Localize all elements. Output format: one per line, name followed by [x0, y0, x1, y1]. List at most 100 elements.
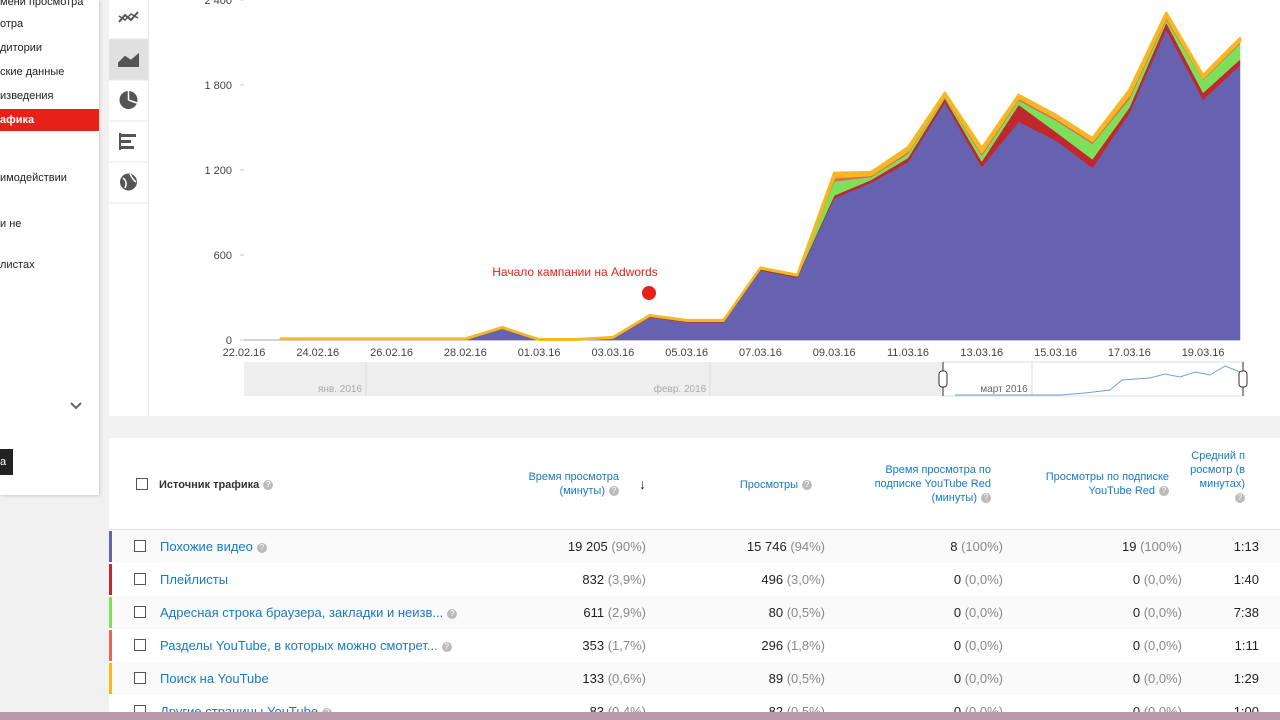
column-title[interactable]: Средний просмотр (в минутах) [1190, 450, 1245, 490]
share: (94%) [790, 539, 825, 554]
sidebar-item[interactable]: ские данные [0, 66, 65, 78]
share: (0,6%) [607, 671, 646, 686]
column-header[interactable]: Просмотры по подписке YouTube Red? [1029, 470, 1169, 498]
share: (0,5%) [786, 605, 825, 620]
checkbox[interactable] [134, 672, 146, 684]
column-header[interactable]: Время просмотра (минуты)? [509, 470, 619, 498]
help-icon[interactable]: ? [1235, 493, 1245, 504]
navigator-line [955, 365, 1241, 396]
navigator-handle[interactable] [1238, 362, 1248, 396]
sidebar-item[interactable]: дитории [0, 42, 43, 54]
checkbox[interactable] [134, 606, 146, 618]
help-icon[interactable]: ? [263, 480, 274, 491]
share: (1,7%) [607, 638, 646, 653]
help-icon[interactable]: ? [609, 486, 619, 497]
value: 0 [954, 704, 961, 719]
sidebar-item[interactable]: и не [0, 218, 22, 230]
value: 80 [768, 605, 784, 620]
source-link[interactable]: Похожие видео? [160, 539, 267, 554]
sidebar-item[interactable]: изведения [0, 90, 54, 102]
y-tick-label: 600 [214, 250, 232, 262]
checkbox[interactable] [134, 540, 146, 552]
row-color [109, 564, 112, 595]
help-icon[interactable]: ? [447, 608, 458, 619]
value: 611 [583, 605, 605, 620]
share: (1,8%) [786, 638, 825, 653]
help-icon[interactable]: ? [1159, 486, 1169, 497]
help-icon[interactable]: ? [256, 542, 267, 553]
source-link[interactable]: Плейлисты [160, 572, 228, 587]
plot [240, 0, 1242, 341]
header-divider [109, 529, 1280, 530]
x-tick-label: 17.03.16 [1108, 347, 1151, 359]
value-cell: 0 (0,0%) [1133, 638, 1182, 653]
source-link[interactable]: Разделы YouTube, в которых можно смотрет… [160, 638, 452, 653]
source-name[interactable]: Поиск на YouTube [160, 671, 269, 686]
value: 353 [582, 638, 605, 653]
column-header[interactable]: Время просмотра по подписке YouTube Red … [849, 463, 991, 505]
help-icon[interactable]: ? [441, 641, 452, 652]
sort-arrow[interactable]: ↓ [639, 476, 646, 492]
x-tick-label: 19.03.16 [1182, 347, 1225, 359]
sidebar-item[interactable]: отра [0, 18, 24, 30]
value: 0 [1132, 671, 1141, 686]
column-title[interactable]: Время просмотра (минуты) [528, 471, 619, 497]
help-icon[interactable]: ? [802, 480, 812, 491]
value: 0 [953, 605, 962, 620]
source-name[interactable]: Адресная строка браузера, закладки и неи… [160, 605, 444, 620]
column-header[interactable]: Источник трафика? [159, 478, 274, 492]
x-tick-label: 26.02.16 [370, 347, 413, 359]
value: 0 [1132, 572, 1141, 587]
source-link[interactable]: Адресная строка браузера, закладки и неи… [160, 605, 458, 620]
value: 0 [1133, 704, 1140, 719]
value-cell: 353 (1,7%) [582, 638, 646, 653]
column-title[interactable]: Просмотры по подписке YouTube Red [1045, 471, 1169, 497]
share: (0,0%) [1143, 572, 1182, 587]
value-cell: 80 (0,5%) [769, 605, 825, 620]
navigator-window[interactable] [942, 361, 1244, 397]
column-title[interactable]: Источник трафика [159, 479, 260, 491]
checkbox[interactable] [136, 478, 148, 490]
column-title[interactable]: Просмотры [739, 479, 798, 491]
dark-button[interactable]: а [0, 449, 13, 475]
column-title[interactable]: Время просмотра по подписке YouTube Red … [874, 464, 991, 504]
navigator-handle[interactable] [938, 362, 948, 396]
row-color [109, 663, 112, 694]
chart: янв. 2016 февр. 2016 март 2016 Начало ка… [204, 0, 1248, 397]
icon-set[interactable] [109, 0, 148, 205]
source-name[interactable]: Разделы YouTube, в которых можно смотрет… [160, 638, 438, 653]
column-header[interactable]: Просмотры? [709, 478, 812, 492]
avg-cell: 1:11 [1234, 638, 1259, 653]
x-tick-label: 01.03.16 [518, 347, 561, 359]
row-color [109, 531, 112, 562]
sidebar-item[interactable]: мени просмотра [0, 0, 84, 8]
value-cell: 19 205 (90%) [568, 539, 646, 554]
sidebar-item[interactable]: афика [0, 114, 35, 126]
checkbox[interactable] [134, 639, 146, 651]
column-header[interactable]: Средний просмотр (в минутах)? [1189, 449, 1245, 505]
share: (90%) [611, 539, 646, 554]
value-cell: 133 (0,6%) [582, 671, 646, 686]
source-link[interactable]: Поиск на YouTube [160, 671, 269, 686]
value: 89 [768, 671, 784, 686]
y-tick-label: 1 800 [204, 80, 232, 92]
share: (0,0%) [964, 572, 1003, 587]
value: 0 [953, 572, 962, 587]
annotation-dot[interactable] [642, 286, 656, 300]
sidebar-item[interactable]: листах [0, 259, 35, 271]
help-icon[interactable]: ? [981, 493, 991, 504]
value: 832 [582, 572, 605, 587]
value-cell: 89 (0,5%) [769, 671, 825, 686]
source-name[interactable]: Похожие видео [160, 539, 253, 554]
chevron[interactable] [70, 401, 82, 411]
source-name[interactable]: Плейлисты [160, 572, 229, 587]
value: 0 [1132, 605, 1141, 620]
value-cell: 0 (0,0%) [954, 671, 1003, 686]
y-tick-label: 2 400 [204, 0, 232, 7]
checkbox[interactable] [134, 573, 146, 585]
sidebar-item[interactable]: имодействии [0, 172, 67, 184]
share: (0,0%) [964, 605, 1003, 620]
value-cell: 496 (3,0%) [761, 572, 825, 587]
navigator-label: март 2016 [980, 384, 1028, 395]
value: 496 [761, 572, 784, 587]
